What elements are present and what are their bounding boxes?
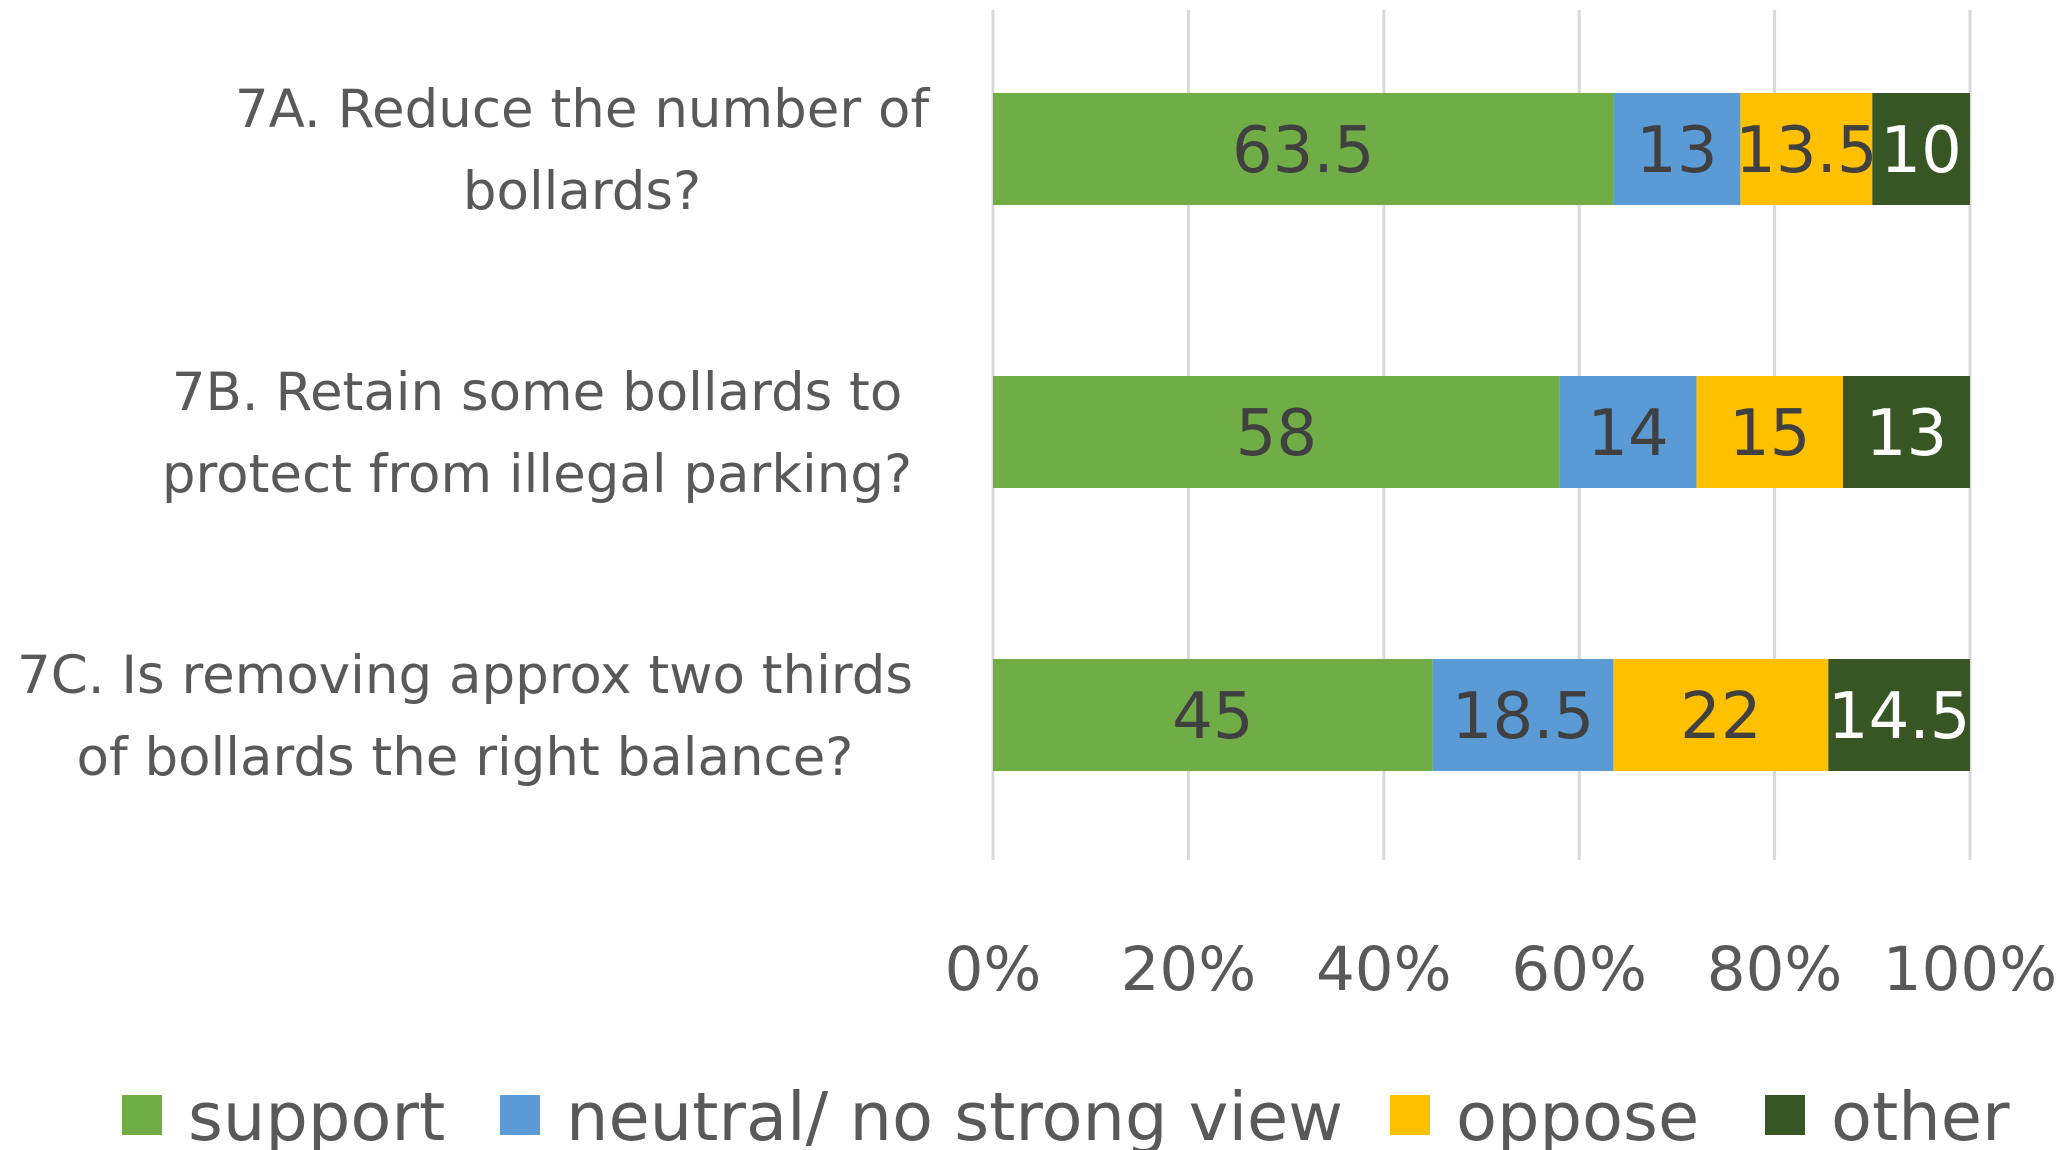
bar-segment-2-other — [1842, 376, 1970, 488]
data-label: 10 — [1880, 114, 1961, 188]
category-label: 7A. Reduce the number of bollards? — [235, 79, 931, 222]
data-label: 63.5 — [1232, 114, 1375, 188]
x-axis-tick-labels: 0% 20% 40% 60% 80% 100% — [945, 934, 2058, 1005]
legend-swatch — [500, 1095, 540, 1135]
data-label: 14 — [1587, 397, 1668, 471]
bar-segment-1-other — [1872, 93, 1970, 205]
bar-segment-3-oppose — [1613, 659, 1829, 771]
legend-entry: neutral/ no strong view — [566, 1078, 1343, 1150]
legend-entry: other — [1831, 1078, 2010, 1150]
legend-swatch — [1765, 1095, 1805, 1135]
data-label: 13 — [1636, 114, 1717, 188]
legend: support neutral/ no strong view oppose othe… — [122, 1078, 2010, 1150]
data-label: 18.5 — [1452, 680, 1595, 754]
legend-entry: support — [188, 1078, 445, 1150]
x-tick-label: 80% — [1707, 934, 1843, 1005]
data-label: 15 — [1729, 397, 1810, 471]
legend-entry: oppose — [1456, 1078, 1699, 1150]
x-tick-label: 20% — [1121, 934, 1257, 1005]
bar-segment-3-other — [1828, 659, 1970, 771]
data-label: 13 — [1866, 397, 1947, 471]
x-tick-label: 40% — [1316, 934, 1452, 1005]
bar-segment-1-neutral — [1613, 93, 1741, 205]
data-label: 45 — [1172, 680, 1253, 754]
data-label: 13.5 — [1735, 114, 1878, 188]
category-label: 7B. Retain some bollards to protect from … — [162, 362, 912, 505]
bar-segment-1-support — [993, 93, 1614, 205]
bar-segment-3-neutral — [1432, 659, 1614, 771]
x-tick-label: 0% — [945, 934, 1042, 1005]
legend-swatch — [1390, 1095, 1430, 1135]
bar-segment-2-neutral — [1559, 376, 1697, 488]
bar-segment-2-oppose — [1696, 376, 1843, 488]
bar-segment-2-support — [993, 376, 1560, 488]
x-tick-label: 100% — [1883, 934, 2057, 1005]
data-label: 22 — [1680, 680, 1761, 754]
bar-segment-3-support — [993, 659, 1433, 771]
category-label: 7C. Is removing approx two thirds of boll… — [17, 645, 913, 788]
data-label: 14.5 — [1828, 680, 1971, 754]
data-label: 58 — [1236, 397, 1317, 471]
bar-segment-1-oppose — [1740, 93, 1873, 205]
legend-swatch — [122, 1095, 162, 1135]
x-tick-label: 60% — [1511, 934, 1647, 1005]
category-labels: 7A. Reduce the number of bollards? 7B. Ret… — [17, 79, 930, 788]
